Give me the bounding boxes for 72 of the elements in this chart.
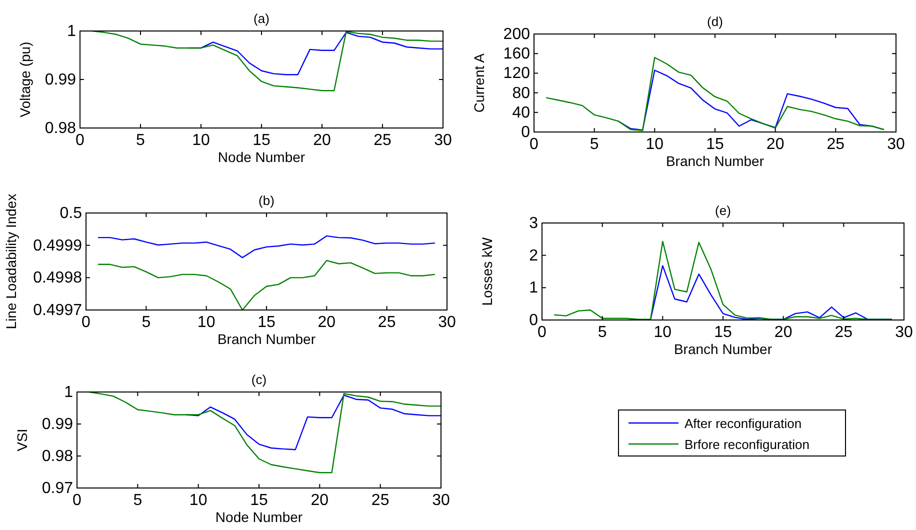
x-tick-label: 10 [189,492,208,509]
x-tick-label: 15 [252,132,270,149]
x-tick-label: 20 [318,314,336,331]
x-tick-label: 25 [378,314,396,331]
x-tick-label: 25 [834,324,853,341]
x-tick-label: 30 [887,136,905,153]
y-tick-label: 0.98 [42,448,74,465]
x-tick-label: 5 [598,324,607,341]
x-tick-label: 15 [706,136,724,153]
line-series [88,391,442,474]
y-tick-label: 0.99 [44,72,76,88]
chart-title: (b) [258,193,274,208]
x-tick-label: 30 [432,492,450,509]
chart-title: (a) [254,11,270,26]
x-axis-title: Node Number [218,149,306,165]
x-tick-label: 30 [895,324,913,341]
x-tick-label: 10 [654,324,672,341]
line-series [545,56,885,132]
y-tick-label: 200 [503,26,530,43]
y-tick-label: 3 [529,215,538,232]
x-tick-label: 5 [136,132,146,149]
y-axis-title: Voltage (pu) [17,42,33,118]
x-axis-title: Branch Number [666,153,764,169]
y-tick-label: 1 [67,23,76,40]
y-tick-label: 80 [512,84,530,102]
x-tick-label: 15 [714,324,732,341]
y-tick-label: 0.98 [44,120,76,137]
x-tick-label: 10 [192,132,210,149]
x-tick-label: 30 [434,132,452,149]
y-tick-label: 0.4999 [33,237,82,254]
y-axis-title: Line Loadability Index [3,194,19,330]
line-series [97,235,436,258]
y-tick-label: 0.99 [42,416,74,433]
x-tick-label: 25 [371,492,390,509]
x-axis-title: Branch Number [217,331,316,347]
line-series [553,240,893,320]
y-tick-label: 1 [529,280,538,297]
x-tick-label: 15 [258,314,276,331]
x-tick-label: 5 [590,136,599,153]
chart-title: (c) [251,372,267,387]
y-tick-label: 2 [529,247,538,264]
y-tick-label: 0.5 [60,205,82,222]
y-tick-label: 1 [64,384,74,401]
legend-label: After reconfiguration [684,416,802,431]
chart-title: (d) [707,14,723,29]
x-tick-label: 20 [310,492,329,509]
x-tick-label: 20 [766,136,784,153]
y-tick-label: 0.4997 [33,302,82,319]
y-tick-label: 120 [503,65,530,82]
x-tick-label: 10 [197,314,216,331]
x-tick-label: 15 [250,492,268,509]
y-tick-label: 160 [503,46,530,63]
y-axis-title: Current A [471,52,487,113]
x-axis-title: Branch Number [674,341,772,357]
x-tick-label: 20 [313,132,331,149]
x-tick-label: 5 [142,314,151,331]
x-tick-label: 10 [646,136,664,153]
y-axis-title: VSI [14,428,30,452]
x-axis-title: Node Number [215,509,303,525]
x-tick-label: 30 [438,314,456,331]
y-tick-label: 40 [512,104,530,122]
y-axis-title: Losses kW [479,236,495,306]
line-series [92,30,444,92]
y-tick-label: 0.4998 [33,270,82,287]
x-tick-label: 25 [826,136,845,153]
chart-title: (e) [715,203,731,218]
line-series [97,260,436,311]
legend-label: Brfore reconfiguration [684,437,810,452]
x-tick-label: 20 [774,324,792,341]
y-tick-label: 0.97 [42,480,74,497]
x-tick-label: 25 [374,132,392,149]
x-tick-label: 5 [133,492,142,509]
